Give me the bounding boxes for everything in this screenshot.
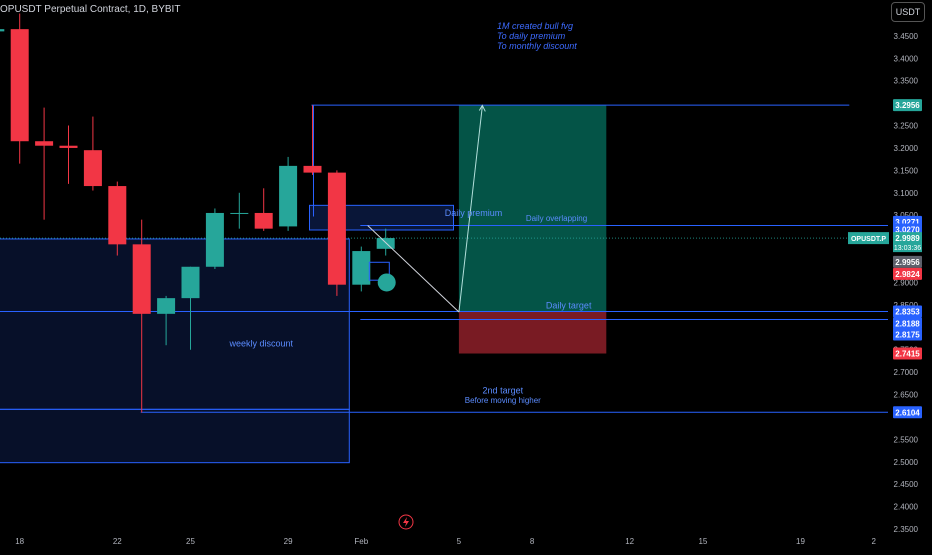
current-price-tag: 2.9989: [895, 234, 920, 243]
plot-area: Daily premium Daily overlapping Daily targ…: [0, 13, 888, 464]
y-tick-label-8: 3.0500: [894, 211, 919, 220]
price-tag-bg-3: [893, 255, 922, 268]
candle-body-13: [279, 165, 298, 227]
y-tick-label-18: 2.3500: [894, 525, 919, 534]
candle-body-16: [352, 251, 371, 285]
position-loss-zone: [458, 311, 607, 354]
currency-button[interactable]: USDT: [891, 2, 925, 22]
y-tick-label-9: 2.9000: [894, 278, 919, 287]
note-line-1: To daily premium: [497, 31, 566, 41]
annotation-label-5: Before moving higher: [465, 396, 541, 405]
y-tick-label-1: 3.4000: [894, 54, 919, 63]
lightning-bolt-icon: [403, 517, 409, 527]
y-tick-label-7: 3.1000: [894, 189, 919, 198]
current-marker: [377, 273, 396, 292]
y-tick-label-14: 2.5500: [894, 435, 919, 444]
y-tick-label-15: 2.5000: [894, 458, 919, 467]
price-tag-7: 2.8175: [895, 330, 920, 339]
candle-body-17: [376, 238, 395, 249]
x-tick-label-4: Feb: [354, 537, 368, 546]
y-tick-label-5: 3.2000: [894, 144, 919, 153]
candle-body-3: [35, 141, 54, 146]
candle-body-6: [108, 186, 127, 245]
candle-body-8: [157, 298, 176, 314]
price-tag-1: 3.0271: [895, 218, 920, 227]
candle-body-5: [83, 150, 102, 187]
symbol-tag: OPUSDT.P: [851, 236, 886, 243]
x-tick-label-7: 12: [625, 537, 634, 546]
price-tag-bg-0: [893, 99, 922, 112]
candle-body-15: [327, 172, 346, 285]
price-tag-bg-4: [893, 267, 922, 280]
y-tick-label-12: 2.7000: [894, 368, 919, 377]
lightning-icon: [398, 514, 414, 530]
price-tag-8: 2.7415: [895, 350, 920, 359]
x-tick-label-8: 15: [698, 537, 707, 546]
current-price-tag-bg: [893, 232, 922, 253]
zone-lower-block: [0, 408, 350, 464]
candle-body-12: [254, 212, 273, 229]
y-tick-label-16: 2.4500: [894, 480, 919, 489]
position-profit-zone: [458, 105, 607, 312]
x-tick-label-5: 5: [457, 537, 462, 546]
candle-body-9: [181, 266, 200, 299]
candle-body-14: [303, 165, 322, 173]
price-tag-0: 3.2956: [895, 101, 920, 110]
price-tag-bg-8: [893, 347, 922, 360]
price-tag-2: 3.0270: [895, 226, 920, 235]
y-tick-label-6: 3.1500: [894, 166, 919, 175]
price-tag-9: 2.6104: [895, 408, 920, 417]
annotation-label-1: Daily overlapping: [526, 214, 587, 223]
price-tag-bg-5: [893, 305, 922, 318]
countdown-tag: 13:03:36: [894, 245, 921, 252]
note-line-0: 1M created bull fvg: [497, 21, 573, 31]
x-tick-label-3: 29: [284, 537, 293, 546]
price-tag-3: 2.9956: [895, 258, 920, 267]
x-tick-label-0: 18: [15, 537, 24, 546]
candle-body-11: [230, 212, 249, 214]
y-tick-label-0: 3.4500: [894, 32, 919, 41]
y-tick-label-4: 3.2500: [894, 122, 919, 131]
x-tick-label-10: 2: [871, 537, 876, 546]
price-tag-4: 2.9824: [895, 270, 920, 279]
price-tag-bg-6: [893, 317, 922, 330]
candle-body-10: [205, 212, 224, 267]
projection-up: [458, 106, 483, 313]
candle-body-7: [132, 244, 151, 314]
annotation-label-4: 2nd target: [483, 386, 524, 396]
projection-down: [367, 225, 460, 313]
candle-body-1: [0, 29, 5, 32]
y-tick-label-13: 2.6500: [894, 391, 919, 400]
candle-body-4: [59, 145, 78, 148]
y-tick-label-10: 2.8500: [894, 301, 919, 310]
price-tag-bg-9: [893, 406, 922, 419]
chart-title: OPUSDT Perpetual Contract, 1D, BYBIT: [0, 4, 181, 15]
projection-arrowhead: [478, 104, 486, 112]
note-line-2: To monthly discount: [497, 41, 577, 51]
x-tick-label-9: 19: [796, 537, 805, 546]
annotation-label-0: Daily premium: [445, 208, 503, 218]
price-tag-bg-7: [893, 328, 922, 341]
price-tag-6: 2.8188: [895, 319, 920, 328]
y-tick-label-2: 3.3500: [894, 77, 919, 86]
annotation-label-3: weekly discount: [228, 339, 293, 349]
annotation-label-2: Daily target: [546, 300, 592, 310]
price-tag-5: 2.8353: [895, 307, 920, 316]
zone-weekly-discount: [0, 238, 350, 410]
symbol-tag-bg: [848, 232, 889, 245]
x-tick-label-1: 22: [113, 537, 122, 546]
x-tick-label-2: 25: [186, 537, 195, 546]
y-tick-label-17: 2.4000: [894, 503, 919, 512]
candle-body-2: [10, 29, 29, 142]
x-tick-label-6: 8: [530, 537, 535, 546]
